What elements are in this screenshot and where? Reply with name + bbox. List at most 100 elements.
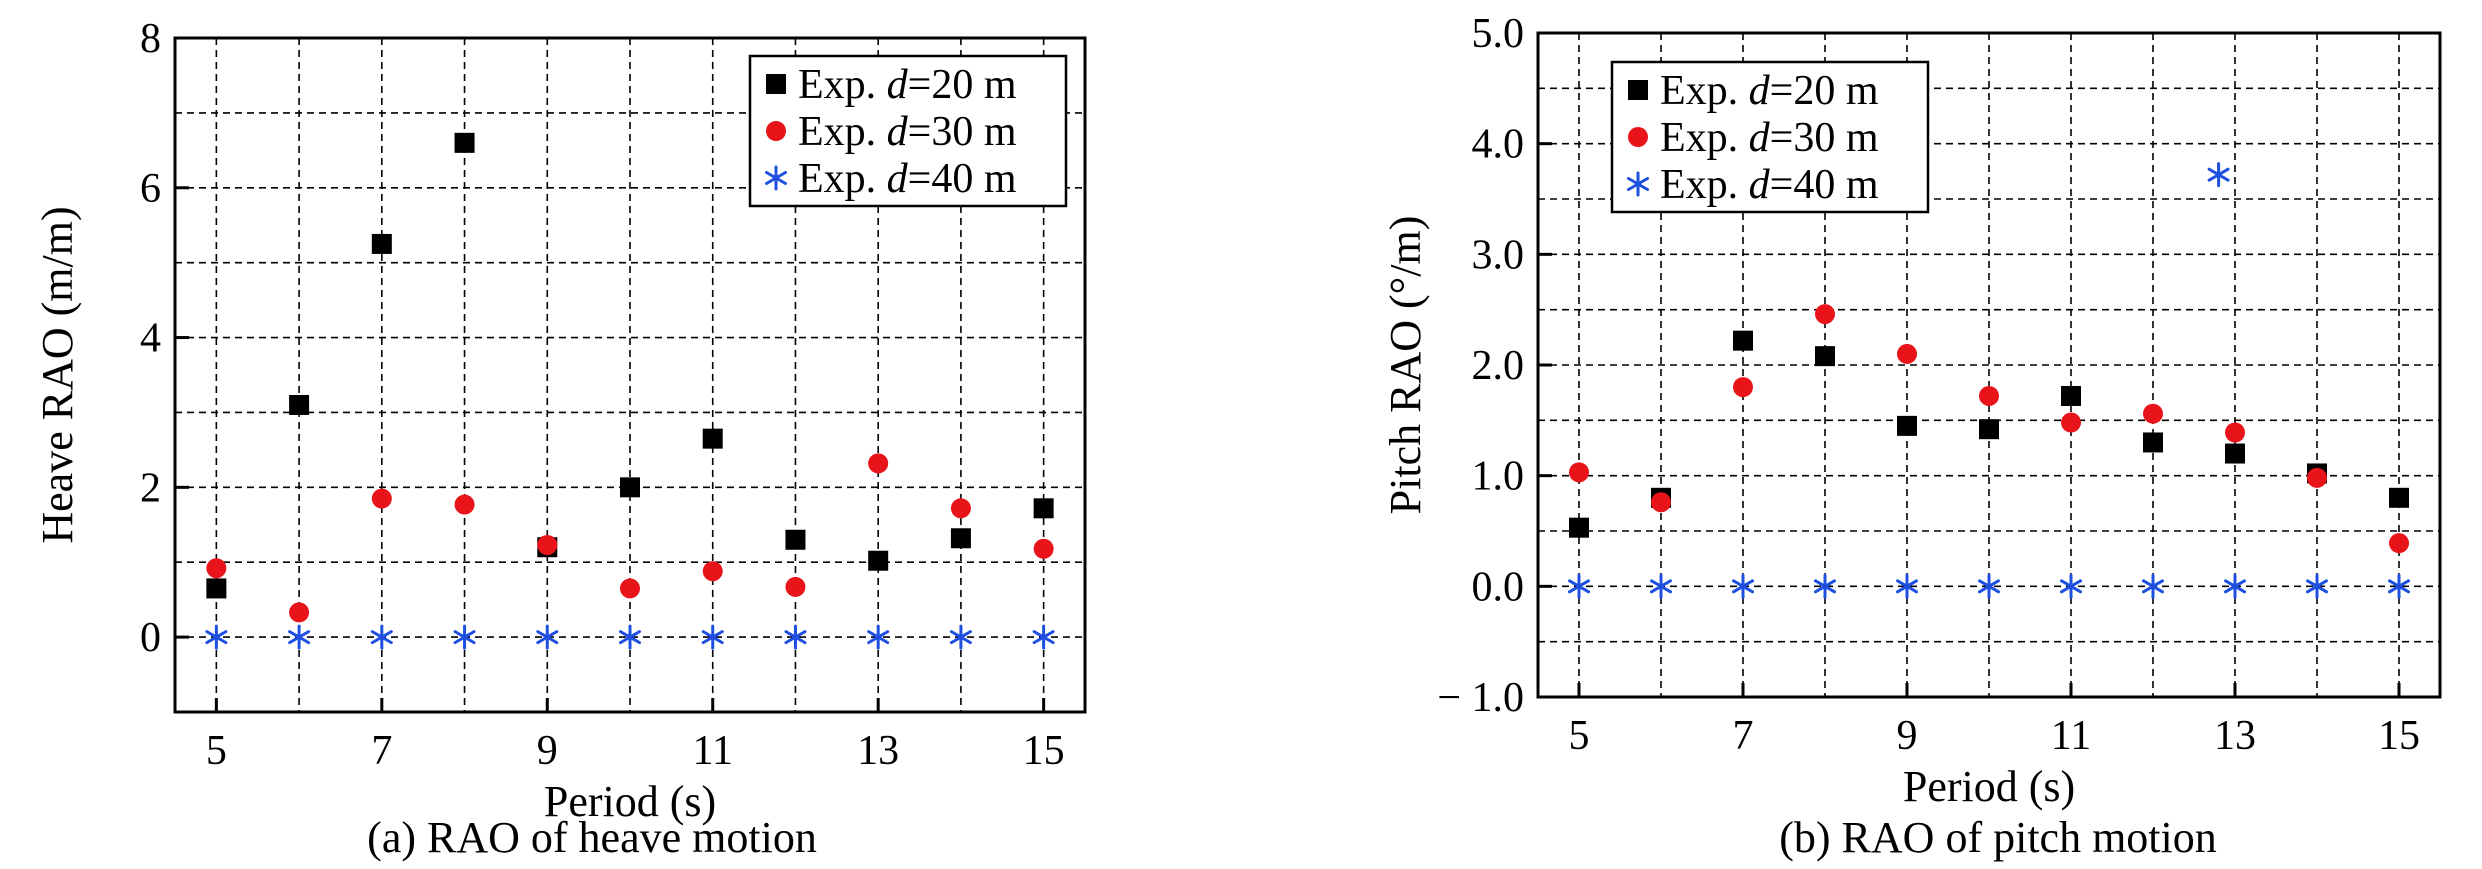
x-tick-label: 9	[537, 728, 558, 774]
data-point	[371, 233, 392, 254]
data-point	[702, 561, 723, 582]
data-point	[536, 624, 559, 650]
x-tick-label: 9	[1897, 713, 1918, 759]
x-tick-label: 11	[2051, 713, 2091, 759]
panel-caption: (a) RAO of heave motion	[367, 813, 817, 862]
data-point	[1569, 462, 1589, 483]
x-tick-label: 7	[371, 728, 392, 774]
y-tick-label: 4	[140, 316, 161, 362]
data-point	[867, 624, 890, 650]
data-point	[2060, 573, 2082, 599]
data-point	[785, 576, 806, 597]
data-point	[2307, 467, 2327, 488]
legend-marker	[765, 165, 787, 191]
data-point	[2207, 162, 2230, 188]
x-tick-label: 15	[2378, 713, 2420, 759]
data-point	[1979, 419, 1999, 440]
x-tick-label: 7	[1733, 713, 1754, 759]
y-axis-title: Heave RAO (m/m)	[33, 206, 82, 543]
legend-box	[748, 54, 1068, 208]
x-tick-label: 5	[1569, 713, 1590, 759]
data-point	[289, 394, 310, 415]
legend-label: Exp. d=40 m	[798, 156, 1017, 202]
data-point	[288, 624, 311, 650]
legend-marker	[1628, 127, 1648, 147]
data-point	[1815, 304, 1835, 325]
data-point	[785, 529, 806, 550]
y-tick-label: 0.0	[1472, 564, 1525, 610]
x-tick-label: 11	[693, 728, 733, 774]
data-point	[1569, 517, 1589, 538]
legend-marker	[766, 121, 786, 141]
data-point	[702, 428, 723, 449]
data-point	[453, 624, 476, 650]
data-point	[2389, 533, 2409, 554]
legend-label: Exp. d=40 m	[1660, 162, 1879, 208]
heave-rao-panel: 5 7 9 11 13 15 0 2 4 6 8 Period (s) Heave RAO (m/m) (…	[33, 16, 1087, 862]
y-tick-label: − 1.0	[1437, 675, 1524, 721]
x-tick-label: 5	[206, 728, 227, 774]
data-point	[2143, 432, 2163, 453]
y-tick-label: 2.0	[1472, 343, 1525, 389]
data-point	[1897, 415, 1917, 436]
x-tick-label: 15	[1023, 728, 1065, 774]
series-3	[1568, 162, 2410, 599]
series-3	[205, 624, 1055, 650]
x-axis-title: Period (s)	[1903, 762, 2075, 811]
x-tick-label: 13	[857, 728, 899, 774]
data-point	[2225, 422, 2245, 443]
data-point	[206, 578, 227, 599]
data-point	[371, 488, 392, 509]
y-tick-label: 3.0	[1472, 232, 1525, 278]
y-tick-label: 6	[140, 166, 161, 212]
legend-marker	[1628, 80, 1648, 100]
pitch-rao-panel: 5 7 9 11 13 15 − 1.0 0.0 1.0 2.0 3.0 4.0 5.0 Period (…	[1381, 11, 2442, 862]
data-point	[2306, 573, 2328, 599]
data-point	[1032, 624, 1055, 650]
data-point	[289, 602, 310, 623]
data-point	[949, 624, 972, 650]
data-point	[370, 624, 393, 650]
y-tick-label: 5.0	[1472, 11, 1525, 57]
data-point	[868, 453, 889, 474]
data-point	[1732, 573, 1754, 599]
x-axis-title: Period (s)	[544, 777, 716, 826]
data-point	[620, 578, 640, 599]
data-point	[206, 558, 227, 579]
data-point	[868, 550, 889, 571]
legend-label: Exp. d=20 m	[798, 62, 1017, 108]
data-point	[1733, 330, 1753, 351]
series-2	[1569, 304, 2409, 554]
data-point	[454, 494, 475, 515]
y-tick-label: 2	[140, 465, 161, 511]
data-point	[1896, 573, 1918, 599]
y-axis-title: Pitch RAO (°/m)	[1381, 216, 1430, 515]
data-point	[1650, 573, 1672, 599]
data-point	[1815, 346, 1835, 367]
legend-marker	[766, 74, 786, 94]
y-tick-label: 4.0	[1472, 122, 1525, 168]
data-point	[2225, 443, 2245, 464]
data-point	[205, 624, 228, 650]
data-point	[620, 477, 640, 498]
legend-label: Exp. d=30 m	[798, 109, 1017, 155]
data-point	[1033, 538, 1054, 559]
data-point	[1978, 573, 2000, 599]
plot-frame	[173, 36, 1087, 714]
x-tick-label: 13	[2214, 713, 2256, 759]
y-tick-label: 8	[140, 16, 161, 62]
data-point	[2224, 573, 2246, 599]
data-point	[1897, 343, 1917, 364]
y-tick-label: 0	[140, 615, 161, 661]
data-point	[619, 624, 641, 650]
data-point	[2061, 385, 2081, 406]
data-point	[2143, 403, 2163, 424]
data-point	[2061, 412, 2081, 433]
data-point	[1979, 385, 1999, 406]
data-point	[454, 132, 475, 153]
data-point	[950, 498, 971, 519]
legend-box	[1610, 60, 1930, 214]
